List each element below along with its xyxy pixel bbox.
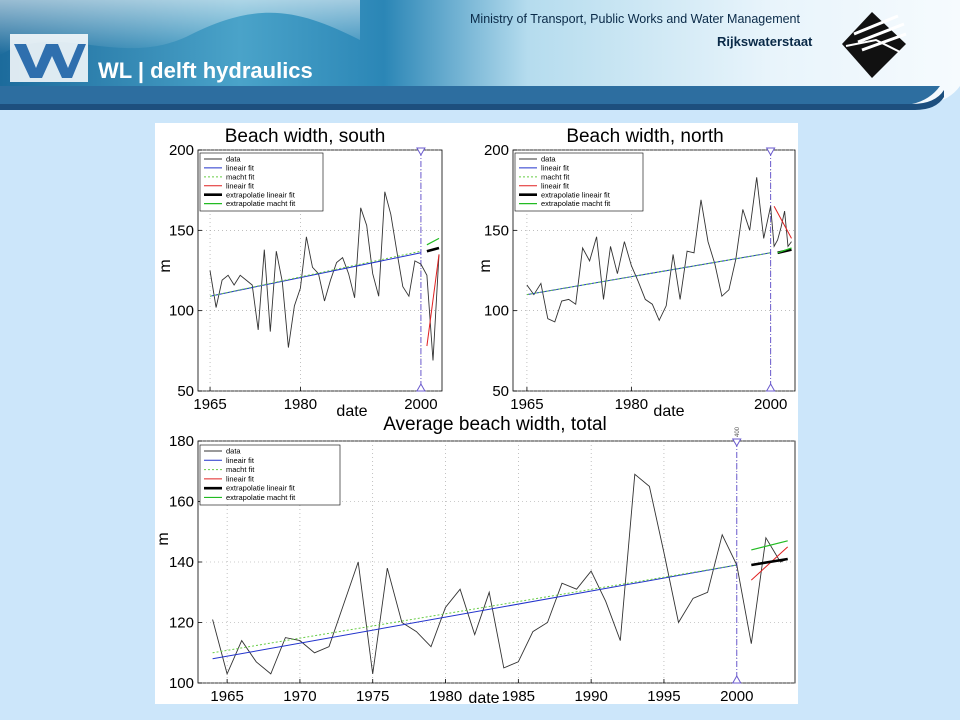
y-tick-label: 120 [169,615,194,632]
x-tick-label: 1980 [615,396,648,413]
marker-bottom-triangle [416,382,426,392]
x-tick-label: 1990 [574,688,607,704]
series-line-3 [212,564,737,654]
y-tick-label: 50 [177,383,194,400]
x-tick-label: 1980 [429,688,462,704]
legend-label: extrapolatie macht fit [226,493,296,502]
x-tick-label: 2000 [720,688,753,704]
legend-label: data [226,155,241,164]
x-axis-label: date [653,403,684,420]
legend-box [514,152,644,212]
series-line-1 [212,473,788,676]
legend-label: extrapolatie macht fit [541,199,611,208]
chart-3: 100 120 140 160 180 1965 1970 1975 1980 1985 1990 1… [155,414,796,704]
y-tick-label: 200 [169,142,194,159]
y-tick-label: 160 [169,494,194,511]
legend-label: data [541,155,556,164]
marker-top-triangle [731,438,742,448]
y-axis-label: m [157,259,174,272]
legend-label: macht fit [226,465,255,474]
banner-graphic [0,0,960,118]
legend-box [199,444,341,506]
x-tick-label: 1995 [647,688,680,704]
rijkswaterstaat-logo-icon [842,12,907,78]
chart-title: Beach width, north [566,126,723,147]
y-axis-label: m [155,532,172,545]
y-tick-label: 180 [169,433,194,450]
series-line-6 [751,540,788,551]
y-tick-label: 150 [169,222,194,239]
series-line-5 [426,246,440,253]
x-axis-label: date [336,403,367,420]
y-tick-label: 140 [169,554,194,571]
y-axis-label: m [477,259,494,272]
x-tick-label: 1965 [210,688,243,704]
legend-box [199,152,324,212]
series-line-4 [750,546,789,581]
marker-top-triangle [765,147,776,157]
legend-label: lineair fit [226,164,255,173]
chart-canvas: 50 100 150 200 1965 1980 2000 data lineair fit ma… [155,123,798,704]
series-line-2 [209,252,422,297]
legend-label: extrapolatie lineair fit [541,190,611,199]
x-tick-label: 2000 [754,396,787,413]
legend-label: extrapolatie lineair fit [226,484,296,493]
marker-label: 400 [735,426,741,437]
header-banner: WL | delft hydraulics Ministry of Transp… [0,0,960,118]
x-tick-label: 1970 [283,688,316,704]
series-line-5 [751,557,788,567]
chart-title: Average beach width, total [383,414,607,435]
wl-logo-icon [10,34,88,82]
x-tick-label: 1965 [193,396,226,413]
series-line-3 [526,252,771,296]
series-line-1 [209,191,440,361]
series-line-2 [212,564,737,660]
series-line-6 [426,237,440,246]
x-tick-label: 1980 [284,396,317,413]
legend-label: lineair fit [226,181,255,190]
x-tick-label: 1965 [510,396,543,413]
legend-label: lineair fit [541,164,570,173]
legend-label: macht fit [541,172,570,181]
x-tick-label: 2000 [404,396,437,413]
legend-label: extrapolatie macht fit [226,199,296,208]
y-tick-label: 100 [484,303,509,320]
company-name: WL | delft hydraulics [98,58,313,83]
legend-label: lineair fit [541,181,570,190]
x-axis-label: date [468,690,499,704]
y-tick-label: 100 [169,675,194,692]
marker-top-triangle [416,147,426,157]
series-line-6 [777,247,792,254]
legend-label: macht fit [226,172,255,181]
legend-label: data [226,447,241,456]
legend-label: lineair fit [226,456,255,465]
legend-label: extrapolatie lineair fit [226,190,296,199]
y-tick-label: 100 [169,303,194,320]
y-tick-label: 200 [484,142,509,159]
series-line-4 [773,205,792,239]
legend-label: lineair fit [226,474,255,483]
ministry-name: Ministry of Transport, Public Works and … [470,12,800,26]
y-tick-label: 150 [484,222,509,239]
x-tick-label: 1975 [356,688,389,704]
series-line-1 [526,177,792,323]
x-tick-label: 1985 [502,688,535,704]
marker-bottom-triangle [765,382,776,392]
series-line-4 [426,254,440,347]
marker-bottom-triangle [731,674,742,684]
y-tick-label: 50 [492,383,509,400]
agency-name: Rijkswaterstaat [717,34,813,49]
chart-title: Beach width, south [225,126,386,147]
